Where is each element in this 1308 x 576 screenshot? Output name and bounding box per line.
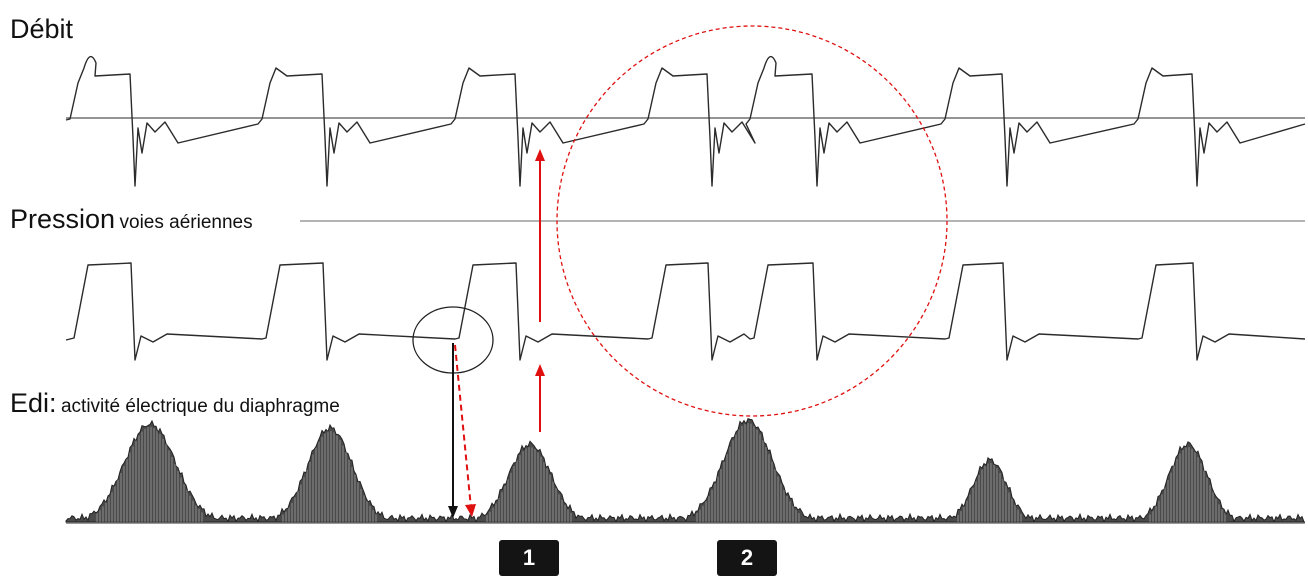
- pressure-waveform: [66, 263, 1305, 360]
- flow-waveform: [66, 57, 1305, 186]
- edi-waveform: [66, 419, 1305, 522]
- red-arrow-up-low-head: [535, 364, 545, 376]
- edi-fill-area: [66, 419, 1305, 522]
- edi-label: Edi: activité électrique du diaphragme: [10, 388, 340, 419]
- pressure-label-main: Pression: [10, 204, 115, 234]
- edi-label-main: Edi:: [10, 388, 57, 418]
- flow-label: Débit: [10, 14, 73, 45]
- pressure-label: Pression voies aériennes: [10, 204, 253, 235]
- red-dashed-arrow: [455, 345, 471, 508]
- black-arrow-head: [448, 506, 458, 518]
- edi-label-sub: activité électrique du diaphragme: [61, 396, 340, 417]
- marker-badge-2: 2: [717, 540, 777, 576]
- pressure-label-sub: voies aériennes: [120, 212, 253, 233]
- marker-badge-1: 1: [499, 540, 559, 576]
- red-arrow-up-high-head: [535, 149, 545, 161]
